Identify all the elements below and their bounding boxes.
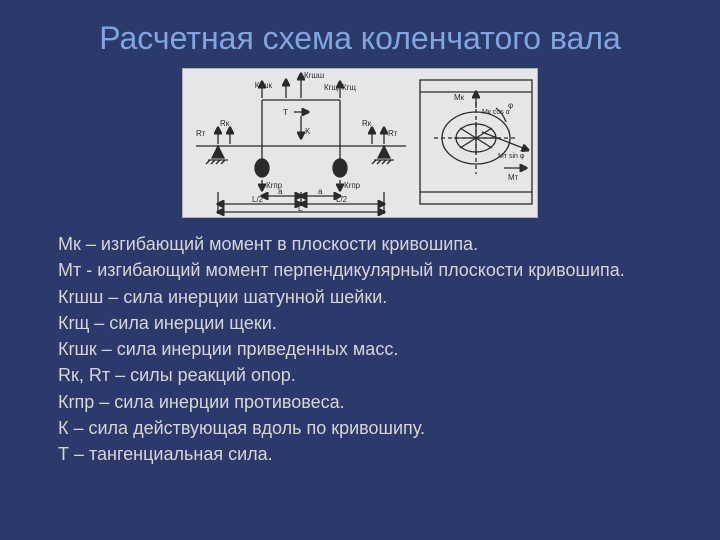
def-line: Мк – изгибающий момент в плоскости криво…: [58, 232, 678, 256]
label-Rt-l: Rт: [196, 129, 206, 138]
label-L2-r: L/2: [336, 195, 348, 204]
def-line: Кrшш – сила инерции шатунной шейки.: [58, 285, 678, 309]
def-line: Rк, Rт – силы реакций опор.: [58, 363, 678, 387]
definitions-block: Мк – изгибающий момент в плоскости криво…: [58, 232, 678, 469]
def-line: Т – тангенциальная сила.: [58, 442, 678, 466]
label-krshch1: Кrщ: [324, 83, 338, 92]
label-Rk-r: Rк: [362, 119, 372, 128]
def-line: К – сила действующая вдоль по кривошипу.: [58, 416, 678, 440]
diagram-svg: Кrшш Кrшк Кrщ Кrщ T K Rк Rт: [182, 68, 538, 218]
def-line: Кrшк – сила инерции приведенных масс.: [58, 337, 678, 361]
label-L2-l: L/2: [252, 195, 264, 204]
label-Mt: Mт: [508, 173, 519, 182]
label-Rt-r: Rт: [388, 129, 398, 138]
slide: Расчетная схема коленчатого вала: [0, 0, 720, 540]
label-Rk-l: Rк: [220, 119, 230, 128]
label-krshsh: Кrшш: [304, 71, 324, 80]
def-line: Мт - изгибающий момент перпендикулярный …: [58, 258, 678, 282]
label-mtsin: Mт sin φ: [498, 153, 525, 160]
label-K: K: [305, 127, 311, 136]
def-line: Кrщ – сила инерции щеки.: [58, 311, 678, 335]
crankshaft-diagram: Кrшш Кrшк Кrщ Кrщ T K Rк Rт: [182, 68, 538, 218]
label-Mk: Mк: [454, 93, 465, 102]
def-line: Кrпр – сила инерции противовеса.: [58, 390, 678, 414]
page-title: Расчетная схема коленчатого вала: [0, 20, 720, 57]
label-krshk: Кrшк: [255, 81, 273, 90]
label-mkcos: Mк cos α: [482, 109, 510, 116]
label-krpr-r: Кrпр: [344, 181, 361, 190]
label-a-l: a: [278, 187, 283, 196]
label-a-r: a: [318, 187, 323, 196]
label-T: T: [283, 108, 288, 117]
label-krshch2: Кrщ: [342, 83, 356, 92]
